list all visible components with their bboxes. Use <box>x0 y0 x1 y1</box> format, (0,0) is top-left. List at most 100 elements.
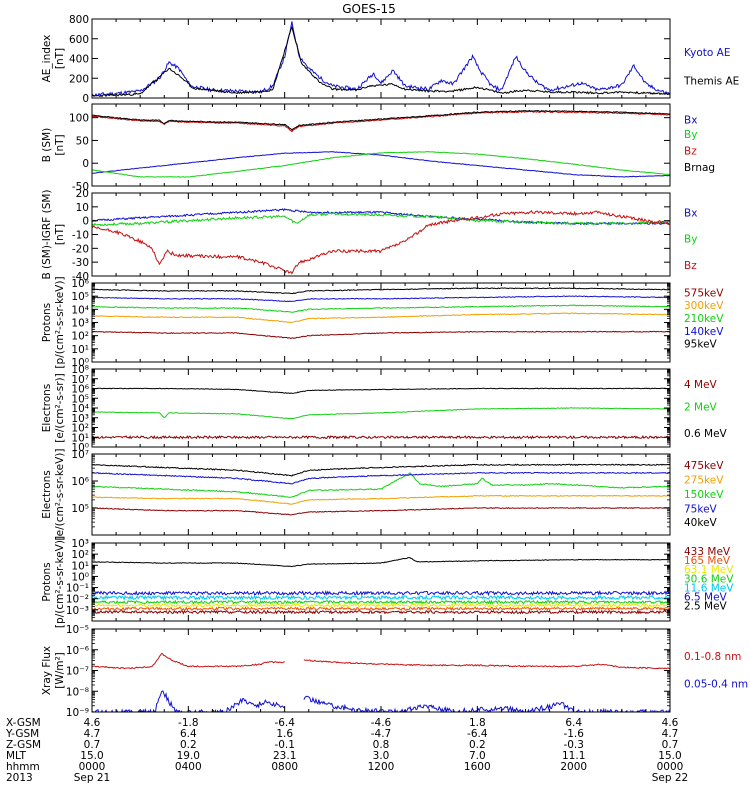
x-axis-row-label: Z-GSM <box>6 739 41 751</box>
y-tick-label: 0 <box>82 158 89 170</box>
series-7-line <box>92 557 670 568</box>
y-axis-label: [e/(cm²-s-sr)] <box>54 373 66 442</box>
x-axis-row-value: 7.0 <box>469 750 486 762</box>
series-label: 0.1-0.8 nm <box>684 651 741 663</box>
series-label: 275keV <box>684 475 724 487</box>
series-label: Bx <box>684 114 697 126</box>
x-axis-row-value: -0.3 <box>563 739 584 751</box>
x-axis-row-value: 4.6 <box>662 717 679 729</box>
series-label: By <box>684 129 697 141</box>
y-axis-label: Protons <box>41 303 53 342</box>
series-2-line <box>92 211 670 227</box>
y-tick-label: 10⁷ <box>71 449 89 461</box>
panel-frame <box>91 18 671 99</box>
x-axis-row-value: 4.7 <box>662 728 679 740</box>
series-1-line <box>92 652 670 670</box>
panel-3: Bx By Bz -40 -30 -20-10 0 10 20 B (SM)-IGRF (SM)[… <box>41 188 697 283</box>
x-axis-row-value: 0.2 <box>180 739 197 751</box>
series-label: Kyoto AE <box>684 47 730 59</box>
series-label: 575keV <box>684 287 724 299</box>
series-4-line <box>92 471 670 485</box>
x-axis-row-value: 0000 <box>79 761 106 773</box>
x-axis-row-value: 19.0 <box>177 750 200 762</box>
series-3-line <box>92 602 670 609</box>
panel-frame <box>91 192 671 277</box>
series-label: 150keV <box>684 489 724 501</box>
y-tick-label: 10³ <box>71 413 89 425</box>
y-tick-label: 10⁻⁸ <box>66 686 89 698</box>
x-axis-row-value: 0.7 <box>662 739 679 751</box>
x-axis-row-value: 0000 <box>657 761 684 773</box>
series-2-line <box>92 312 670 324</box>
y-tick-label: 10¹ <box>71 344 89 356</box>
y-axis-label: [nT] <box>54 48 66 69</box>
series-4-line <box>92 109 670 131</box>
x-axis-row-value: Sep 21 <box>74 772 111 784</box>
x-axis-row-value: 1.6 <box>276 728 293 740</box>
x-axis-row-value: 0.8 <box>373 739 390 751</box>
series-label: 0.05-0.4 nm <box>684 679 748 691</box>
x-axis-row-value: 4.7 <box>84 728 101 740</box>
series-label: 433 MeV <box>684 546 731 558</box>
x-axis-row-value: 0800 <box>271 761 298 773</box>
series-3-line <box>92 209 670 275</box>
y-tick-label: 10⁸ <box>71 364 89 376</box>
y-axis-label: [nT] <box>54 134 66 155</box>
series-2-line <box>92 407 670 420</box>
series-1-line <box>92 435 670 440</box>
x-axis-row-value: 6.4 <box>565 717 582 729</box>
panel-frame <box>91 282 671 363</box>
y-axis-label: [e/(cm²-s-sr-keV)] <box>54 449 66 541</box>
y-tick-label: 10⁴ <box>71 304 89 316</box>
y-tick-label: 10⁻¹ <box>66 583 89 595</box>
x-axis-row-value: -6.4 <box>467 728 488 740</box>
x-axis-row-label: 2013 <box>6 772 33 784</box>
x-axis-row-label: hhmm <box>6 761 40 773</box>
y-tick-label: 10¹ <box>71 560 89 572</box>
y-tick-label: 0 <box>82 216 89 228</box>
series-label: 30.6 MeV <box>684 573 734 585</box>
series-2-line <box>92 606 670 612</box>
series-1-line <box>92 609 670 615</box>
x-axis-row-value: 0.2 <box>469 739 486 751</box>
x-axis-row-value: 15.0 <box>80 750 103 762</box>
y-axis-label: [p/(cm²-s-sr-keV)] <box>54 276 66 368</box>
x-axis-row-value: 6.4 <box>180 728 197 740</box>
series-1-line <box>92 506 670 516</box>
y-tick-label: 10⁵ <box>71 503 89 515</box>
series-label: 11.6 MeV <box>684 582 734 594</box>
y-tick-label: 200 <box>69 73 89 85</box>
x-axis-row-value: Sep 22 <box>652 772 689 784</box>
y-axis-label: Protons <box>41 562 53 601</box>
panel-frame <box>91 453 671 536</box>
series-label: 40keV <box>684 517 718 529</box>
series-3-line <box>92 387 670 395</box>
series-6-line <box>92 589 670 597</box>
y-tick-label: -40 <box>72 271 89 283</box>
y-tick-label: 50 <box>76 135 89 147</box>
y-tick-label: 10⁻⁷ <box>66 666 89 678</box>
y-tick-label: 20 <box>76 188 89 200</box>
y-tick-label: 10⁻⁵ <box>66 624 89 636</box>
series-3-line <box>92 304 670 313</box>
y-tick-label: 10⁷ <box>71 374 89 386</box>
x-axis-row-value: 11.1 <box>562 750 585 762</box>
y-tick-label: 10⁻⁹ <box>66 707 89 719</box>
y-tick-label: 10⁶ <box>71 278 89 290</box>
y-axis-label: Electrons <box>41 384 53 433</box>
series-label: 0.6 MeV <box>684 428 728 440</box>
series-1-line <box>92 208 670 226</box>
x-axis-row-value: 3.0 <box>373 750 390 762</box>
series-5-line <box>92 594 670 601</box>
x-axis-row-value: -4.6 <box>371 717 392 729</box>
y-tick-label: 10⁻³ <box>66 605 89 617</box>
series-label: Themis AE <box>683 75 739 87</box>
series-3-line <box>92 472 670 498</box>
y-tick-label: 10⁶ <box>71 384 89 396</box>
x-axis-row-value: 1.8 <box>469 717 486 729</box>
y-axis-label: Xray Flux <box>41 646 53 695</box>
